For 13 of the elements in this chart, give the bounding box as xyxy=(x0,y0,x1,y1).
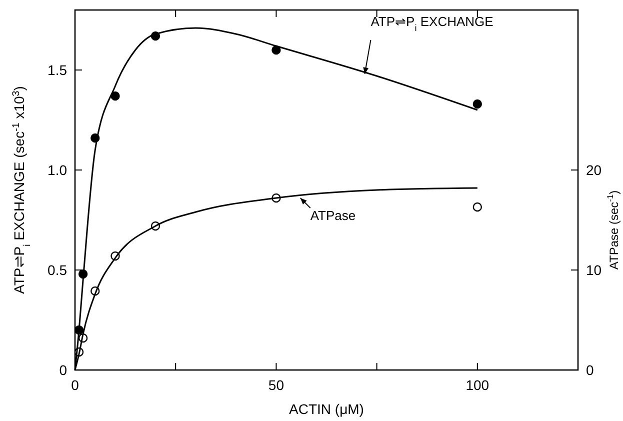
y-tick-label: 1.5 xyxy=(48,62,68,78)
y-tick-label: 0.5 xyxy=(48,262,68,278)
y2-tick-label: 0 xyxy=(586,362,594,378)
annotation: ATP⇌P$_{i}$ EXCHANGE xyxy=(370,14,494,33)
x-tick-label: 0 xyxy=(71,377,80,393)
y-tick-label: 0 xyxy=(59,362,68,378)
x-tick-label: 100 xyxy=(466,377,490,393)
annotation: ATPase xyxy=(310,208,356,223)
y2-tick-label: 20 xyxy=(586,162,602,178)
x-axis-title: ACTIN (μM) xyxy=(289,401,364,417)
y-tick-label: 1.0 xyxy=(48,162,68,178)
x-tick-label: 50 xyxy=(268,377,284,393)
y2-tick-label: 10 xyxy=(586,262,602,278)
